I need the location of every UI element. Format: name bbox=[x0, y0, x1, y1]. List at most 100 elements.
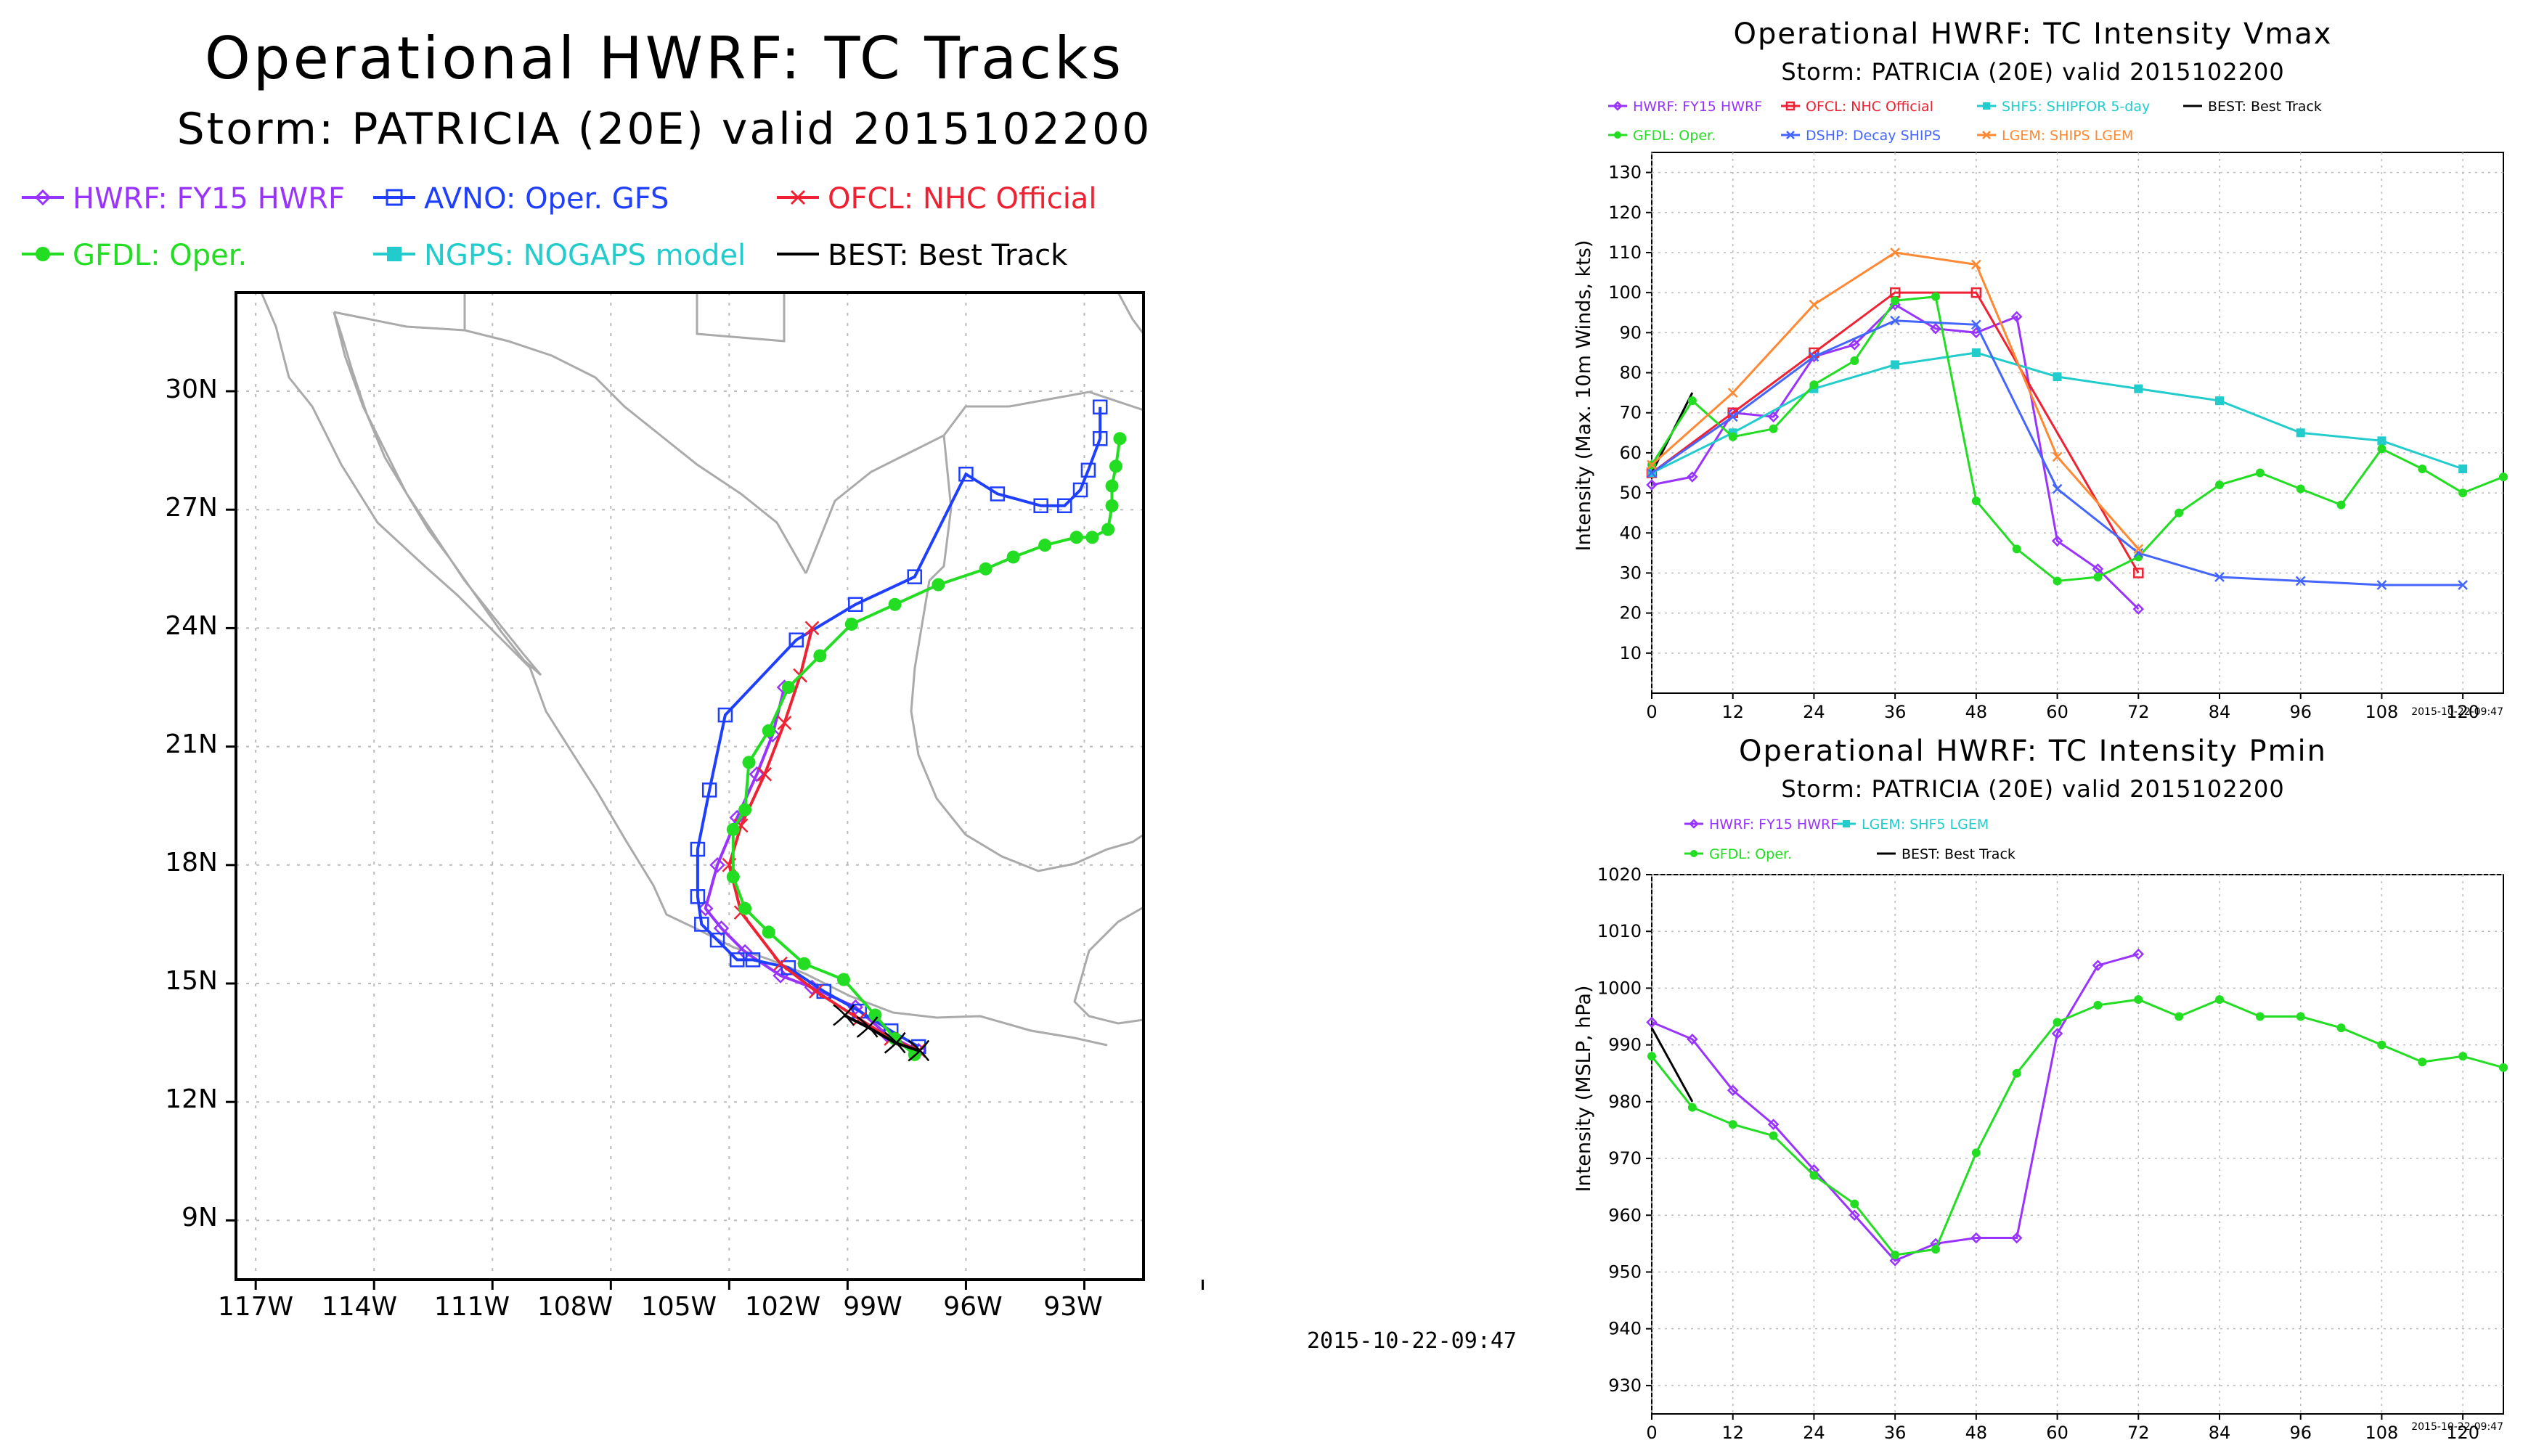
y-tick-label: 40 bbox=[1619, 523, 1642, 543]
ngps-marker-icon bbox=[387, 247, 402, 261]
y-tick-label: 90 bbox=[1619, 322, 1642, 343]
track-point-gfdl bbox=[1070, 531, 1083, 544]
data-point-gfdl bbox=[2499, 1063, 2508, 1072]
vmax-panel: Operational HWRF: TC Intensity Vmax Stor… bbox=[1546, 0, 2523, 726]
track-point-gfdl bbox=[1101, 523, 1114, 536]
x-tick-label: 24 bbox=[1803, 702, 1825, 722]
track-point-gfdl bbox=[743, 756, 756, 769]
legend-item-hwrf: HWRF: FY15 HWRF bbox=[1684, 817, 1838, 833]
track-map-svg: Operational HWRF: TC Tracks Storm: PATRI… bbox=[0, 0, 1532, 1453]
y-tick-label: 940 bbox=[1608, 1319, 1642, 1339]
track-subtitle: Storm: PATRICIA (20E) valid 2015102200 bbox=[177, 104, 1152, 155]
x-tick-label: 60 bbox=[2046, 1423, 2068, 1443]
lon-tick-labels: 117W 114W 111W 108W 105W 102W 99W 96W 93… bbox=[218, 1292, 1103, 1322]
lat-label-24n: 24N bbox=[165, 611, 218, 641]
x-tick-label: 84 bbox=[2209, 1423, 2231, 1443]
data-point-gfdl bbox=[1647, 1052, 1656, 1060]
data-point-gfdl bbox=[2458, 488, 2467, 497]
x-tick-label: 96 bbox=[2289, 702, 2312, 722]
x-tick-label: 96 bbox=[2289, 1423, 2312, 1443]
lat-label-21n: 21N bbox=[165, 729, 218, 759]
data-point-gfdl bbox=[1769, 425, 1778, 433]
legend-marker-shf5 bbox=[1983, 102, 1990, 110]
legend-label-ofcl: OFCL: NHC Official bbox=[1806, 99, 1933, 115]
y-tick-label: 100 bbox=[1608, 282, 1642, 303]
data-point-gfdl bbox=[1850, 356, 1859, 365]
track-point-gfdl bbox=[845, 618, 858, 631]
track-point-gfdl bbox=[979, 563, 993, 576]
legend-label-ngps: NGPS: NOGAPS model bbox=[424, 239, 746, 272]
lon-label-108w: 108W bbox=[537, 1292, 613, 1322]
data-point-gfdl bbox=[2174, 509, 2183, 518]
x-tick-label: 0 bbox=[1646, 1423, 1657, 1443]
data-point-gfdl bbox=[2458, 1052, 2467, 1060]
x-tick-label: 48 bbox=[1965, 702, 1988, 722]
x-tick-label: 48 bbox=[1965, 1423, 1988, 1443]
legend-label-best: BEST: Best Track bbox=[1902, 846, 2015, 862]
legend-item-avno: AVNO: Oper. GFS bbox=[373, 182, 669, 216]
data-point-shf5 bbox=[2215, 396, 2224, 405]
data-point-gfdl bbox=[2256, 468, 2265, 477]
data-point-gfdl bbox=[2337, 501, 2346, 510]
data-point-gfdl bbox=[2013, 1069, 2021, 1078]
track-point-gfdl bbox=[1085, 531, 1099, 544]
y-tick-label: 990 bbox=[1608, 1035, 1642, 1055]
data-point-gfdl bbox=[2377, 444, 2386, 453]
legend-label-lgem: LGEM: SHIPS LGEM bbox=[2002, 128, 2133, 144]
data-point-shf5 bbox=[2134, 385, 2143, 393]
legend-label-dshp: DSHP: Decay SHIPS bbox=[1806, 128, 1941, 144]
x-tick-label: 12 bbox=[1721, 702, 1744, 722]
x-tick-label: 36 bbox=[1884, 702, 1907, 722]
data-point-gfdl bbox=[1769, 1132, 1778, 1140]
legend-item-ngps: NGPS: NOGAPS model bbox=[373, 239, 746, 272]
data-point-gfdl bbox=[2296, 485, 2305, 494]
y-tick-label: 60 bbox=[1619, 443, 1642, 463]
track-point-gfdl bbox=[1113, 432, 1126, 445]
legend-label-gfdl: GFDL: Oper. bbox=[1633, 128, 1716, 144]
legend-item-hwrf: HWRF: FY15 HWRF bbox=[1608, 99, 1762, 115]
x-tick-label: 108 bbox=[2365, 1423, 2399, 1443]
data-point-gfdl bbox=[2256, 1013, 2265, 1021]
data-point-gfdl bbox=[2377, 1041, 2386, 1050]
legend-label-hwrf: HWRF: FY15 HWRF bbox=[73, 182, 345, 216]
x-tick-label: 24 bbox=[1803, 1423, 1825, 1443]
legend-label-hwrf: HWRF: FY15 HWRF bbox=[1709, 817, 1838, 833]
data-point-shf5 bbox=[2377, 436, 2386, 445]
lon-label-114w: 114W bbox=[322, 1292, 397, 1322]
x-tick-label: 36 bbox=[1884, 1423, 1907, 1443]
y-tick-label: 1010 bbox=[1597, 921, 1642, 941]
data-point-gfdl bbox=[1809, 1171, 1818, 1180]
x-tick-label: 0 bbox=[1646, 702, 1657, 722]
legend-item-shf5: LGEM: SHF5 LGEM bbox=[1837, 817, 1989, 833]
legend-marker-shf5 bbox=[1843, 820, 1850, 827]
legend-item-dshp: DSHP: Decay SHIPS bbox=[1781, 128, 1941, 144]
track-point-gfdl bbox=[889, 598, 902, 611]
y-tick-label: 1000 bbox=[1597, 978, 1642, 998]
track-point-gfdl bbox=[798, 957, 811, 970]
data-point-gfdl bbox=[2296, 1013, 2305, 1021]
track-point-gfdl bbox=[782, 681, 795, 694]
lat-label-12n: 12N bbox=[165, 1084, 218, 1114]
lon-label-102w: 102W bbox=[745, 1292, 820, 1322]
data-point-gfdl bbox=[1688, 396, 1697, 405]
legend-marker-gfdl bbox=[1614, 131, 1621, 139]
lon-label-96w: 96W bbox=[943, 1292, 1002, 1322]
data-point-gfdl bbox=[2215, 995, 2224, 1004]
data-point-gfdl bbox=[2053, 1018, 2062, 1026]
data-point-gfdl bbox=[2215, 480, 2224, 489]
pmin-title: Operational HWRF: TC Intensity Pmin bbox=[1739, 735, 2327, 768]
legend-label-shf5: LGEM: SHF5 LGEM bbox=[1862, 817, 1989, 833]
track-map-panel: Operational HWRF: TC Tracks Storm: PATRI… bbox=[0, 0, 1532, 1453]
x-tick-label: 60 bbox=[2046, 702, 2068, 722]
legend-item-shf5: SHF5: SHIPFOR 5-day bbox=[1977, 99, 2150, 115]
y-tick-label: 20 bbox=[1619, 603, 1642, 623]
track-point-gfdl bbox=[1038, 539, 1051, 552]
lat-label-15n: 15N bbox=[165, 966, 218, 996]
track-point-gfdl bbox=[738, 803, 751, 817]
data-point-shf5 bbox=[2296, 428, 2305, 437]
data-point-gfdl bbox=[2418, 465, 2426, 473]
track-point-gfdl bbox=[1007, 550, 1020, 563]
y-tick-label: 980 bbox=[1608, 1092, 1642, 1112]
